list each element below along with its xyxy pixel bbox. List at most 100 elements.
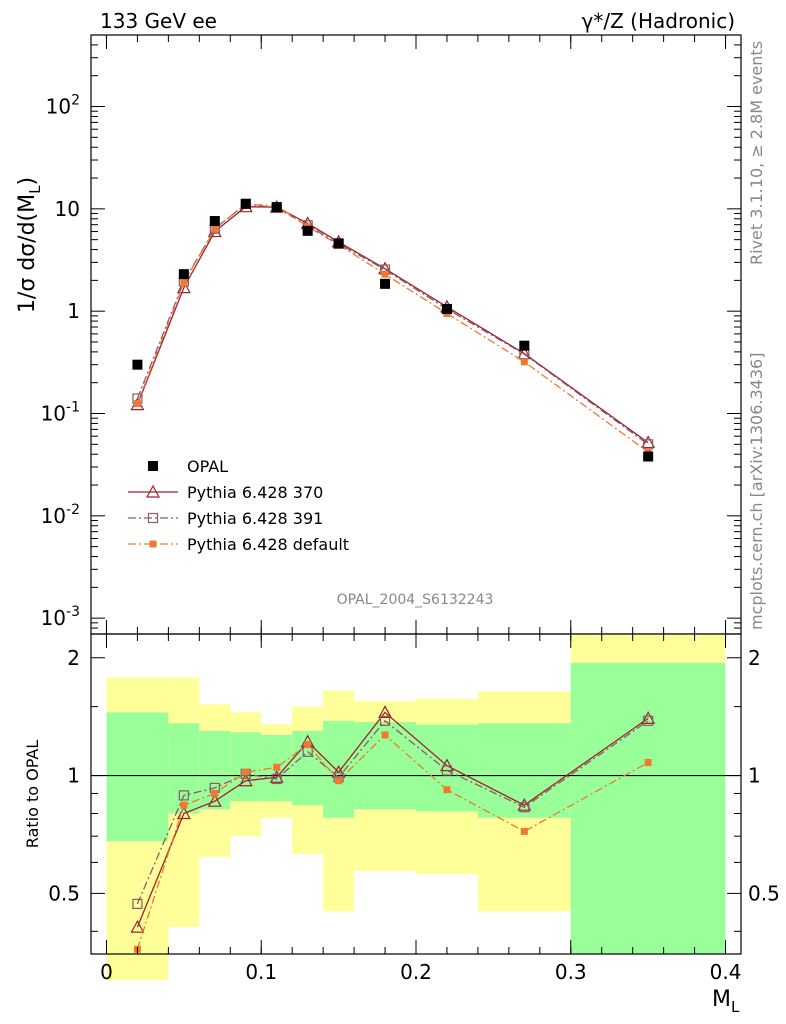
main-line-p391 — [136, 203, 649, 445]
mcplots-label: mcplots.cern.ch [arXiv:1306.3436] — [747, 353, 766, 630]
main-y-axis-label: 1/σ dσ/d(ML) — [15, 177, 44, 313]
legend-marker-opal — [148, 461, 158, 471]
main-point-opal — [333, 238, 344, 249]
main-y-tick-label: 102 — [46, 93, 80, 119]
main-y-tick-label: 10-1 — [41, 399, 80, 425]
process-energy-label: 133 GeV ee — [100, 9, 217, 33]
ratio-y-tick-label-right: 2 — [748, 646, 761, 670]
ratio-point-p370 — [176, 806, 191, 820]
ratio-panel: 0.5 0.5 1 1 2 2 0 0.1 0.2 0.3 0.4 Ratio to OPAL ML — [23, 633, 780, 1016]
ratio-point-p391 — [379, 715, 391, 726]
ratio-point-p391 — [519, 802, 530, 813]
x-axis-label: ML — [712, 987, 740, 1016]
main-y-tick-label: 10-3 — [41, 604, 80, 630]
ratio-point-pdef — [443, 786, 451, 794]
ratio-point-pdef — [242, 768, 250, 776]
main-series-opal — [132, 198, 654, 462]
main-y-tick-label: 1 — [67, 299, 80, 323]
ratio-point-p370 — [269, 770, 284, 783]
main-point-opal — [441, 304, 452, 315]
main-point-opal — [643, 451, 654, 462]
ratio-point-p391 — [441, 765, 453, 776]
ratio-point-p370 — [378, 705, 393, 719]
green-band-bin — [106, 712, 169, 842]
ratio-point-p391 — [132, 898, 143, 909]
ratio-line-p391 — [136, 719, 649, 905]
main-series-pdef — [133, 200, 652, 456]
legend-marker-pdef — [149, 540, 157, 548]
main-point-pdef — [211, 225, 219, 233]
main-panel: 10-3 10-2 10-1 1 10 102 1/σ dσ/d(ML) OPAL_200… — [15, 34, 742, 635]
main-point-pdef — [180, 279, 188, 287]
ratio-y-tick-label-right: 1 — [748, 764, 761, 788]
ratio-y-axis-label: Ratio to OPAL — [23, 740, 42, 848]
analysis-watermark: OPAL_2004_S6132243 — [337, 592, 494, 608]
main-point-pdef — [381, 270, 389, 278]
ratio-point-pdef — [335, 777, 343, 785]
main-y-tick-label: 10-2 — [41, 502, 80, 528]
process-type-label: γ*/Z (Hadronic) — [582, 9, 735, 33]
ratio-point-p370 — [238, 773, 253, 787]
x-tick-label: 0.1 — [245, 960, 277, 984]
ratio-point-pdef — [273, 763, 281, 771]
legend-label-opal: OPAL — [187, 457, 228, 476]
main-point-opal — [178, 269, 189, 280]
ratio-point-pdef — [520, 827, 528, 835]
green-band-bin — [477, 723, 571, 818]
ratio-point-pdef — [211, 789, 219, 797]
main-point-opal — [132, 359, 143, 370]
main-line-p370 — [136, 206, 649, 444]
main-y-tick-label: 10 — [55, 197, 80, 221]
legend-marker-p391 — [147, 512, 159, 524]
ratio-point-p391 — [271, 773, 282, 785]
main-point-opal — [380, 278, 391, 289]
main-point-opal — [240, 198, 251, 209]
legend-label-pdef: Pythia 6.428 default — [187, 535, 349, 554]
legend-marker-p370 — [145, 484, 161, 498]
ratio-point-p370 — [517, 797, 532, 811]
legend-label-p391: Pythia 6.428 391 — [187, 509, 323, 528]
main-axis-ticks: 10-3 10-2 10-1 1 10 102 — [41, 34, 741, 635]
main-point-pdef — [133, 400, 141, 408]
rivet-version-label: Rivet 3.1.10, ≥ 2.8M events — [747, 41, 766, 265]
main-series-layer — [130, 198, 656, 462]
main-point-opal — [209, 216, 220, 227]
legend-entry-opal: OPAL — [148, 457, 228, 476]
main-point-opal — [519, 340, 530, 351]
ratio-point-p370 — [641, 711, 656, 724]
ratio-y-tick-label-left: 1 — [67, 764, 80, 788]
ratio-axis-ticks: 0.5 0.5 1 1 2 2 0 0.1 0.2 0.3 0.4 — [48, 634, 780, 984]
main-point-opal — [271, 202, 282, 213]
ratio-series-layer — [130, 705, 656, 953]
ratio-point-pdef — [180, 801, 188, 809]
ratio-point-pdef — [304, 741, 312, 749]
uncertainty-bands — [91, 634, 741, 981]
ratio-y-tick-label-right: 0.5 — [748, 881, 780, 905]
legend-entry-pdef: Pythia 6.428 default — [128, 535, 349, 554]
ratio-point-p370 — [130, 919, 145, 933]
x-tick-label: 0.2 — [400, 960, 432, 984]
main-point-p370 — [176, 280, 191, 294]
green-band-bin — [168, 723, 200, 814]
ratio-point-p391 — [643, 715, 654, 726]
ratio-point-pdef — [644, 758, 652, 766]
main-point-pdef — [520, 358, 528, 366]
ratio-point-pdef — [381, 731, 389, 739]
ratio-point-p370 — [207, 793, 222, 807]
ratio-y-tick-label-left: 2 — [67, 646, 80, 670]
legend-entry-p391: Pythia 6.428 391 — [128, 509, 323, 528]
green-band-bin — [416, 724, 478, 812]
green-band-bin — [230, 732, 262, 802]
ratio-y-tick-label-left: 0.5 — [48, 881, 80, 905]
green-band-bin — [570, 662, 726, 954]
legend-entry-p370: Pythia 6.428 370 — [128, 483, 323, 502]
x-tick-label: 0.4 — [710, 960, 742, 984]
main-point-opal — [302, 225, 313, 236]
ratio-point-p370 — [331, 764, 346, 778]
x-tick-label: 0.3 — [555, 960, 587, 984]
legend: OPAL Pythia 6.428 370 Pythia 6.428 391 Pyth… — [128, 457, 349, 554]
ratio-point-p391 — [178, 790, 189, 801]
legend-label-p370: Pythia 6.428 370 — [187, 483, 323, 502]
x-tick-label: 0 — [100, 960, 113, 984]
